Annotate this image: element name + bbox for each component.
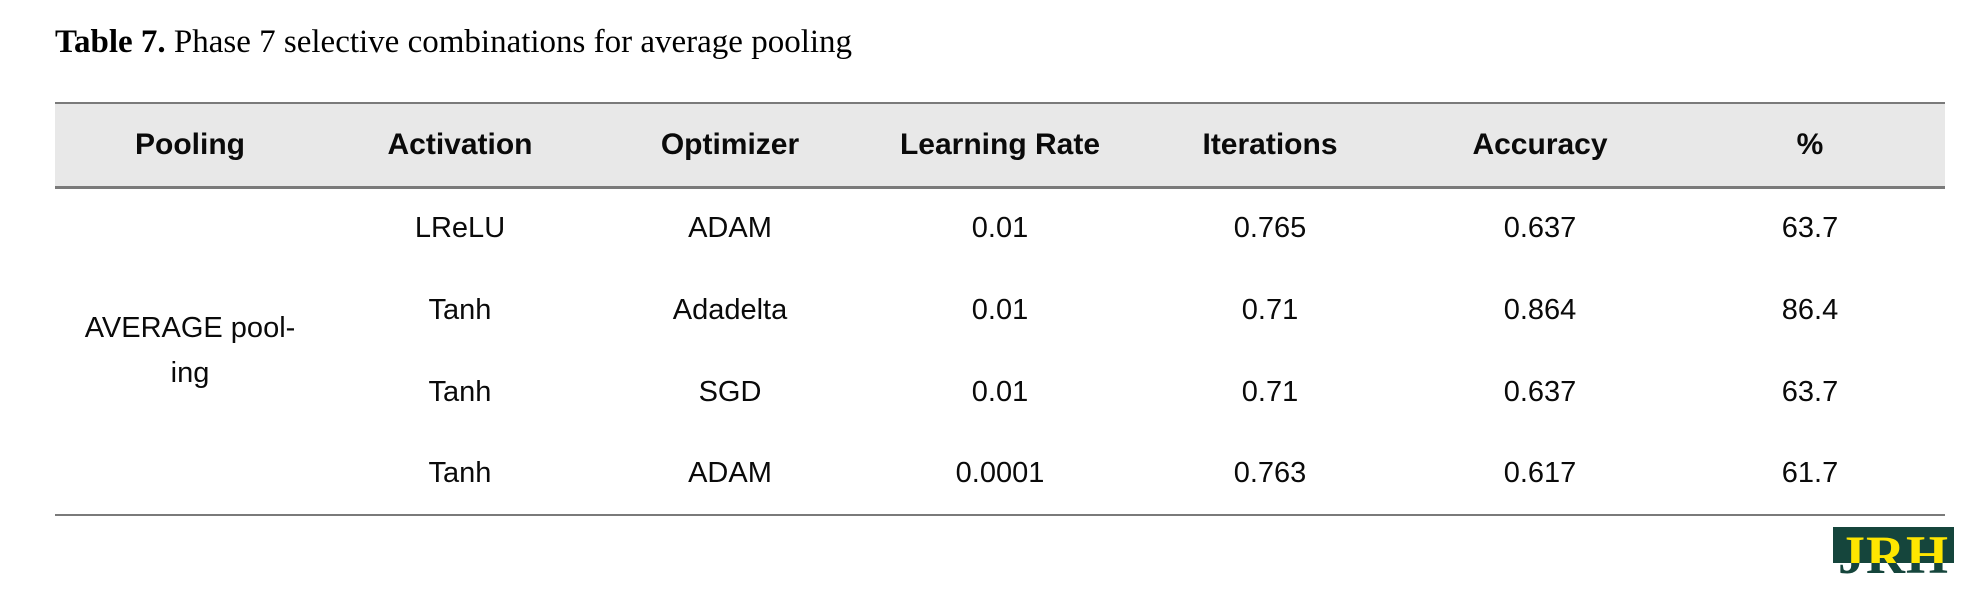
cell-optimizer: Adadelta xyxy=(595,269,865,351)
results-table: Pooling Activation Optimizer Learning Ra… xyxy=(55,102,1945,516)
pooling-group-cell: AVERAGE pool- ing xyxy=(55,187,325,516)
cell-optimizer: ADAM xyxy=(595,187,865,269)
table-row: Tanh SGD 0.01 0.71 0.637 63.7 xyxy=(55,351,1945,433)
col-header-optimizer: Optimizer xyxy=(595,102,865,189)
cell-iterations: 0.765 xyxy=(1135,187,1405,269)
cell-activation: Tanh xyxy=(325,433,595,516)
cell-activation: Tanh xyxy=(325,351,595,433)
table-row: Tanh ADAM 0.0001 0.763 0.617 61.7 xyxy=(55,433,1945,516)
cell-percent: 86.4 xyxy=(1675,269,1945,351)
cell-learning-rate: 0.01 xyxy=(865,351,1135,433)
cell-activation: LReLU xyxy=(325,187,595,269)
cell-accuracy: 0.864 xyxy=(1405,269,1675,351)
col-header-activation: Activation xyxy=(325,102,595,189)
jrh-logo: JRH JRH xyxy=(1833,527,1954,584)
cell-optimizer: ADAM xyxy=(595,433,865,516)
table-row: AVERAGE pool- ing LReLU ADAM 0.01 0.765 … xyxy=(55,187,1945,516)
cell-percent: 63.7 xyxy=(1675,187,1945,269)
cell-iterations: 0.71 xyxy=(1135,351,1405,433)
cell-optimizer: SGD xyxy=(595,351,865,433)
cell-activation: Tanh xyxy=(325,269,595,351)
cell-accuracy: 0.637 xyxy=(1405,187,1675,269)
table-caption: Table 7. Phase 7 selective combinations … xyxy=(55,22,852,62)
table-header-row: Pooling Activation Optimizer Learning Ra… xyxy=(55,102,1945,189)
col-header-learning-rate: Learning Rate xyxy=(865,102,1135,189)
table-caption-number: Table 7. xyxy=(55,24,166,60)
table-row: Tanh Adadelta 0.01 0.71 0.864 86.4 xyxy=(55,269,1945,351)
col-header-pooling: Pooling xyxy=(55,102,325,189)
table-caption-text: Phase 7 selective combinations for avera… xyxy=(165,24,853,60)
cell-iterations: 0.71 xyxy=(1135,269,1405,351)
col-header-accuracy: Accuracy xyxy=(1405,102,1675,189)
cell-percent: 63.7 xyxy=(1675,351,1945,433)
cell-learning-rate: 0.01 xyxy=(865,187,1135,269)
cell-learning-rate: 0.0001 xyxy=(865,433,1135,516)
cell-iterations: 0.763 xyxy=(1135,433,1405,516)
cell-accuracy: 0.617 xyxy=(1405,433,1675,516)
col-header-percent: % xyxy=(1675,102,1945,189)
cell-learning-rate: 0.01 xyxy=(865,269,1135,351)
cell-accuracy: 0.637 xyxy=(1405,351,1675,433)
cell-percent: 61.7 xyxy=(1675,433,1945,516)
jrh-logo-box xyxy=(1833,527,1954,563)
col-header-iterations: Iterations xyxy=(1135,102,1405,189)
